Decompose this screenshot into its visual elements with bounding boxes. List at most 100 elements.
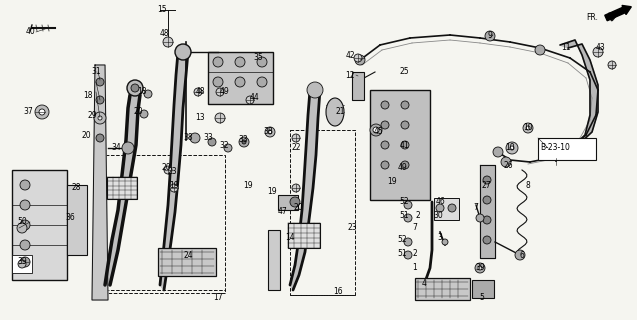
Text: 19: 19 xyxy=(243,180,253,189)
Circle shape xyxy=(483,236,491,244)
Text: 14: 14 xyxy=(285,234,295,243)
Circle shape xyxy=(170,184,178,192)
Circle shape xyxy=(401,121,409,129)
Circle shape xyxy=(39,109,45,115)
Circle shape xyxy=(96,96,104,104)
Circle shape xyxy=(175,44,191,60)
Text: 29: 29 xyxy=(87,110,97,119)
Circle shape xyxy=(535,45,545,55)
Bar xyxy=(352,72,364,100)
Bar xyxy=(288,222,320,247)
Bar xyxy=(278,195,298,210)
Text: 39: 39 xyxy=(475,263,485,273)
Text: 1: 1 xyxy=(413,263,417,273)
Circle shape xyxy=(20,200,30,210)
Circle shape xyxy=(381,101,389,109)
Circle shape xyxy=(242,140,246,144)
Circle shape xyxy=(290,197,300,207)
Text: FR.: FR. xyxy=(586,13,598,22)
Polygon shape xyxy=(290,90,320,290)
Text: 27: 27 xyxy=(481,180,491,189)
Text: 26: 26 xyxy=(503,161,513,170)
Text: 23: 23 xyxy=(347,223,357,233)
Text: 52: 52 xyxy=(399,197,409,206)
Circle shape xyxy=(235,77,245,87)
Text: 16: 16 xyxy=(333,287,343,297)
Text: 37: 37 xyxy=(23,108,33,116)
Text: 10: 10 xyxy=(505,143,515,153)
Text: 52: 52 xyxy=(397,236,407,244)
Text: 48: 48 xyxy=(159,29,169,38)
Circle shape xyxy=(506,142,518,154)
Circle shape xyxy=(94,112,106,124)
Circle shape xyxy=(404,201,412,209)
Bar xyxy=(12,255,32,273)
Circle shape xyxy=(20,257,30,267)
Circle shape xyxy=(401,141,409,149)
Circle shape xyxy=(98,116,102,120)
Text: 23: 23 xyxy=(167,167,177,177)
FancyArrow shape xyxy=(605,5,631,21)
Text: 21: 21 xyxy=(335,108,345,116)
Polygon shape xyxy=(92,65,108,300)
Text: 32: 32 xyxy=(219,140,229,149)
Text: 5: 5 xyxy=(480,293,484,302)
Bar xyxy=(415,278,470,300)
Text: 51: 51 xyxy=(399,211,409,220)
Text: 24: 24 xyxy=(183,251,193,260)
Bar xyxy=(268,230,280,290)
Text: 38: 38 xyxy=(263,127,273,137)
Circle shape xyxy=(20,180,30,190)
Circle shape xyxy=(501,157,511,167)
Text: 28: 28 xyxy=(71,183,81,193)
Circle shape xyxy=(131,84,139,92)
Text: 47: 47 xyxy=(277,207,287,217)
Text: 8: 8 xyxy=(526,180,531,189)
Text: 51: 51 xyxy=(397,250,407,259)
Text: 46: 46 xyxy=(435,197,445,206)
Circle shape xyxy=(144,90,152,98)
Circle shape xyxy=(515,250,525,260)
Circle shape xyxy=(608,61,616,69)
Circle shape xyxy=(510,146,514,150)
Text: 49: 49 xyxy=(219,87,229,97)
Circle shape xyxy=(307,82,323,98)
Text: 15: 15 xyxy=(157,5,167,14)
Circle shape xyxy=(373,127,379,133)
Circle shape xyxy=(381,161,389,169)
Text: 45: 45 xyxy=(373,127,383,137)
Bar xyxy=(95,155,225,293)
Circle shape xyxy=(190,133,200,143)
Text: 43: 43 xyxy=(595,44,605,52)
Bar xyxy=(158,248,216,276)
Text: 35: 35 xyxy=(253,53,263,62)
Text: 10: 10 xyxy=(523,124,533,132)
Bar xyxy=(67,185,87,255)
Circle shape xyxy=(96,134,104,142)
Text: 20: 20 xyxy=(161,164,171,172)
Circle shape xyxy=(20,220,30,230)
Circle shape xyxy=(448,204,456,212)
Circle shape xyxy=(20,240,30,250)
Text: 9: 9 xyxy=(487,30,492,39)
Text: 4: 4 xyxy=(422,278,426,287)
Text: 20: 20 xyxy=(133,108,143,116)
Text: 36: 36 xyxy=(65,213,75,222)
Text: 33: 33 xyxy=(238,135,248,145)
Text: 20: 20 xyxy=(293,204,303,212)
Circle shape xyxy=(96,114,104,122)
Text: 3: 3 xyxy=(438,234,443,243)
Circle shape xyxy=(404,238,412,246)
Circle shape xyxy=(485,31,495,41)
Circle shape xyxy=(381,141,389,149)
Circle shape xyxy=(404,251,412,259)
Circle shape xyxy=(292,184,300,192)
Circle shape xyxy=(96,78,104,86)
Text: 42: 42 xyxy=(345,51,355,60)
Circle shape xyxy=(257,57,267,67)
Text: 38: 38 xyxy=(183,133,193,142)
Bar xyxy=(208,52,273,104)
Text: 41: 41 xyxy=(399,140,409,149)
Circle shape xyxy=(401,101,409,109)
Circle shape xyxy=(246,96,254,104)
